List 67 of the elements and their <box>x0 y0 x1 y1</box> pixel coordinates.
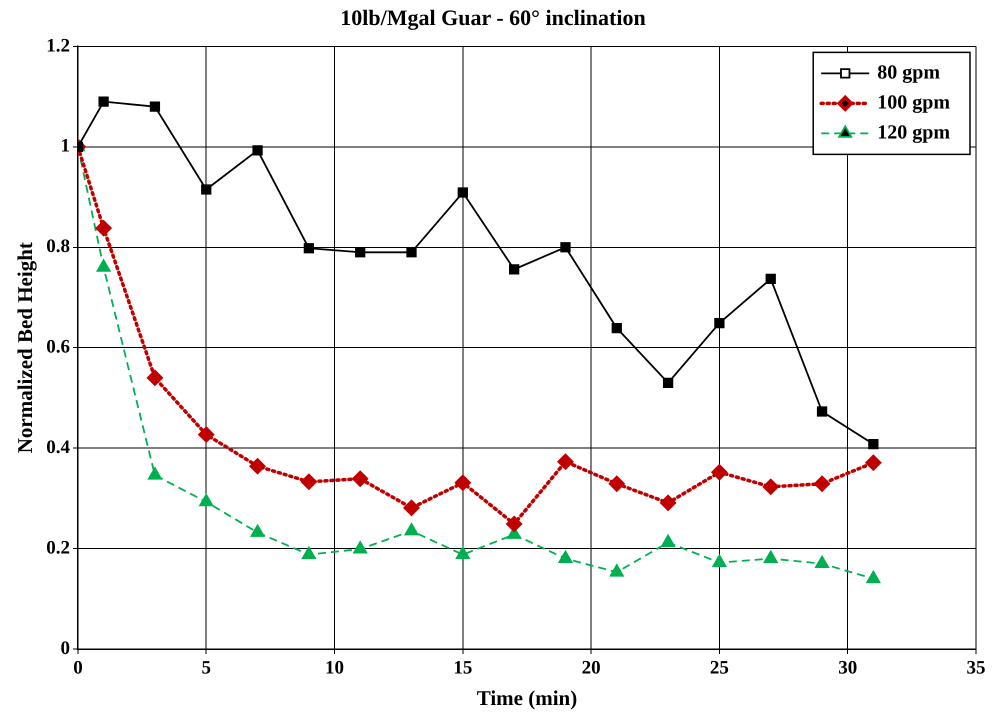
point <box>252 145 263 156</box>
y-tick-label: 1 <box>60 136 70 157</box>
point <box>96 220 112 236</box>
point <box>509 264 520 275</box>
point <box>868 438 879 450</box>
point <box>866 570 880 584</box>
point <box>714 318 725 328</box>
point <box>198 426 214 442</box>
point <box>560 242 571 252</box>
point <box>304 243 314 254</box>
point <box>762 479 778 495</box>
point <box>661 534 676 547</box>
point <box>404 500 420 516</box>
y-tick-label: 0.8 <box>46 236 70 258</box>
point <box>250 524 265 537</box>
point <box>660 495 676 511</box>
point <box>199 494 214 506</box>
y-tick-label: 0.2 <box>46 537 70 558</box>
point <box>458 187 468 198</box>
point <box>612 322 622 334</box>
point <box>815 556 830 568</box>
point <box>98 96 109 107</box>
point <box>301 474 317 490</box>
y-axis-title: Normalized Bed Height <box>13 242 38 454</box>
point <box>712 464 728 480</box>
point <box>352 471 368 487</box>
point <box>816 406 828 417</box>
x-axis-title: Time (min) <box>476 686 578 710</box>
x-tick-label: 10 <box>325 657 344 678</box>
point <box>866 454 882 470</box>
x-tick-label: 25 <box>710 657 729 678</box>
point <box>353 541 368 554</box>
x-tick-label: 0 <box>73 657 83 678</box>
point <box>201 184 212 195</box>
point <box>558 454 574 470</box>
legend-label: 120 gpm <box>877 122 950 144</box>
chart-title: 10lb/Mgal Guar - 60° inclination <box>340 4 646 30</box>
y-tick-label: 0 <box>60 638 70 659</box>
point <box>766 274 776 284</box>
point <box>506 516 522 532</box>
x-tick-label: 35 <box>966 657 986 678</box>
point <box>455 475 471 491</box>
point <box>404 523 418 536</box>
point <box>147 370 163 386</box>
point <box>712 554 726 568</box>
point <box>148 467 162 480</box>
x-tick-label: 5 <box>201 657 211 678</box>
y-tick-label: 0.4 <box>46 437 70 458</box>
legend-label: 100 gpm <box>877 92 950 114</box>
point <box>302 546 316 559</box>
x-tick-label: 15 <box>453 657 472 678</box>
point <box>456 546 470 559</box>
point <box>150 102 160 112</box>
point <box>662 378 674 388</box>
point <box>814 476 830 492</box>
point <box>250 458 266 474</box>
point <box>764 550 778 564</box>
x-tick-label: 30 <box>838 657 858 678</box>
point <box>406 247 417 258</box>
x-tick-label: 20 <box>582 657 601 678</box>
point <box>609 476 625 492</box>
point <box>610 564 624 577</box>
point <box>558 550 572 564</box>
legend-label: 80 gpm <box>877 62 940 84</box>
y-tick-label: 1.2 <box>46 35 70 56</box>
y-tick-label: 0.6 <box>46 336 70 358</box>
point <box>355 247 366 258</box>
